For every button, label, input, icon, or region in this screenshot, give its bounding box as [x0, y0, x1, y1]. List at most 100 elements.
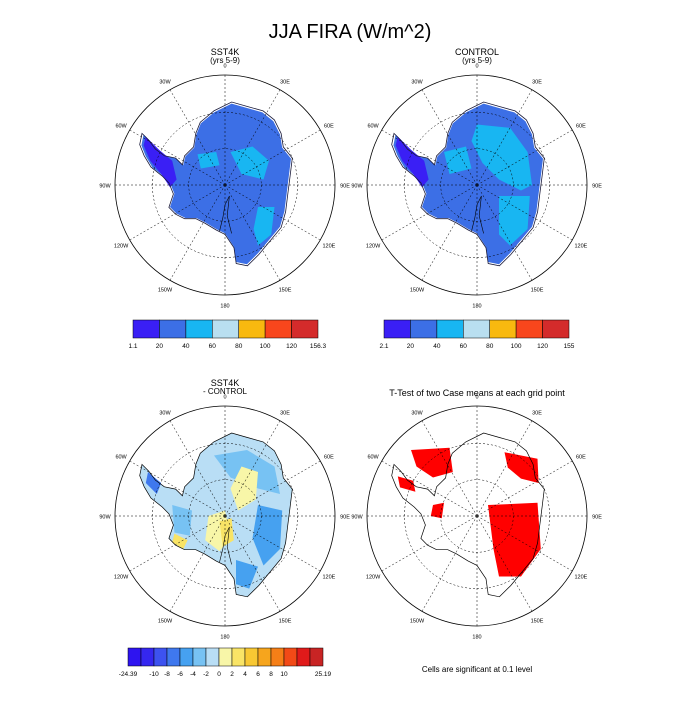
peninsula-low — [143, 136, 177, 188]
longitude-label: 90W — [99, 515, 111, 521]
longitude-label: 30E — [532, 411, 542, 417]
panel-control: 0 30E 60E 90E 120E 150E 180 150W 120W 90W 60W 30W CO… — [351, 47, 602, 310]
significant-cells — [411, 447, 453, 478]
colorbar-sst4k: 1.1 20 40 60 80 100 120 156.3 — [128, 319, 327, 350]
longitude-label: 120W — [366, 244, 381, 250]
panel-title: SST4K — [211, 378, 240, 388]
longitude-label: 120E — [574, 575, 587, 581]
meridian-line — [421, 515, 478, 612]
colorbar-label: 120 — [286, 343, 297, 350]
colorbar-swatch — [383, 319, 411, 339]
colorbar-label: 4 — [243, 671, 247, 678]
longitude-label: 150E — [279, 618, 292, 624]
colorbar-swatch — [185, 319, 213, 339]
longitude-label: 150W — [158, 287, 173, 293]
colorbar-swatch — [212, 319, 239, 339]
figure-title: JJA FIRA (W/m^2) — [269, 21, 432, 43]
longitude-label: 30E — [280, 80, 290, 86]
colorbar-swatch — [205, 647, 220, 667]
longitude-label: 120E — [322, 244, 335, 250]
field-layer — [139, 101, 293, 267]
continent-fill — [141, 103, 291, 265]
colorbar-diff: -24.39 -10 -8 -6 -4 -2 0 2 4 6 8 10 25.19 — [119, 647, 332, 678]
longitude-label: 150W — [410, 287, 425, 293]
longitude-label: 0 — [475, 395, 478, 401]
longitude-label: 120W — [114, 575, 129, 581]
panel-diff: 0 30E 60E 90E 120E 150E 180 150W 120W 90W 60W 30W SS… — [99, 378, 350, 641]
colorbar-swatch — [542, 319, 570, 339]
longitude-label: 90W — [351, 184, 363, 190]
field-layer — [391, 432, 545, 598]
longitude-label: 0 — [223, 395, 226, 401]
coastline — [391, 101, 545, 267]
colorbar-swatch — [166, 647, 181, 667]
longitude-label: 60E — [324, 455, 334, 461]
longitude-label: 0 — [223, 64, 226, 70]
colorbar-label: 155 — [564, 343, 575, 350]
colorbar-swatch — [140, 647, 155, 667]
longitude-label: 30W — [159, 80, 171, 86]
longitude-label: 150W — [410, 618, 425, 624]
colorbar-swatch — [309, 647, 324, 667]
colorbar-control: 2.1 20 40 60 80 100 120 155 — [379, 319, 575, 350]
colorbar-label: 10 — [280, 671, 288, 678]
longitude-label: 60W — [115, 124, 127, 130]
significant-cells — [397, 476, 416, 492]
longitude-label: 120W — [366, 575, 381, 581]
longitude-label: 150E — [279, 287, 292, 293]
longitude-label: 30E — [280, 411, 290, 417]
field-layer — [391, 101, 545, 267]
meridian-line — [381, 515, 478, 572]
colorbar-swatch — [264, 319, 292, 339]
colorbar-swatch — [238, 319, 266, 339]
longitude-label: 90W — [351, 515, 363, 521]
coastline — [139, 432, 293, 598]
colorbar-swatch — [192, 647, 207, 667]
longitude-label: 120W — [114, 244, 129, 250]
colorbar-label: 80 — [235, 343, 243, 350]
longitude-label: 60E — [576, 455, 586, 461]
longitude-label: 30W — [411, 411, 423, 417]
longitude-label: 120E — [322, 575, 335, 581]
panel-ttest: 0 30E 60E 90E 120E 150E 180 150W 120W 90W 60W 30W T-… — [351, 388, 602, 641]
colorbar-swatch — [218, 647, 233, 667]
field-patch — [499, 196, 530, 246]
colorbar-swatch — [257, 647, 272, 667]
diff-region — [172, 505, 192, 536]
colorbar-label: 100 — [511, 343, 522, 350]
colorbar-swatch — [127, 647, 142, 667]
colorbar-label: -8 — [164, 671, 170, 678]
footnote: Cells are significant at 0.1 level — [422, 665, 533, 674]
colorbar-swatch — [296, 647, 311, 667]
colorbar-swatch — [231, 647, 246, 667]
longitude-label: 150E — [531, 618, 544, 624]
longitude-label: 90E — [340, 515, 350, 521]
panel-subtitle: (yrs 5-9) — [462, 56, 492, 65]
longitude-label: 60W — [367, 455, 379, 461]
colorbar-label: 20 — [156, 343, 164, 350]
colorbar-swatch — [179, 647, 194, 667]
diff-region — [230, 466, 258, 511]
colorbar-label: -4 — [190, 671, 196, 678]
panel-title: T-Test of two Case means at each grid po… — [389, 388, 565, 398]
colorbar-swatch — [244, 647, 259, 667]
panel-title: SST4K — [211, 47, 240, 57]
longitude-label: 60W — [115, 455, 127, 461]
longitude-label: 30E — [532, 80, 542, 86]
longitude-label: 0 — [475, 64, 478, 70]
colorbar-label: 60 — [460, 343, 468, 350]
colorbar-label: 120 — [537, 343, 548, 350]
colorbar-label: 8 — [269, 671, 273, 678]
longitude-label: 90E — [592, 184, 602, 190]
longitude-label: 180 — [472, 635, 481, 641]
longitude-label: 60W — [367, 124, 379, 130]
colorbar-label: 20 — [407, 343, 415, 350]
longitude-label: 60E — [324, 124, 334, 130]
colorbar-swatch — [463, 319, 490, 339]
colorbar-swatch — [515, 319, 543, 339]
panel-subtitle: (yrs 5-9) — [210, 56, 240, 65]
panel-subtitle: - CONTROL — [203, 387, 248, 396]
coastline — [139, 101, 293, 267]
field-patch — [444, 146, 472, 174]
